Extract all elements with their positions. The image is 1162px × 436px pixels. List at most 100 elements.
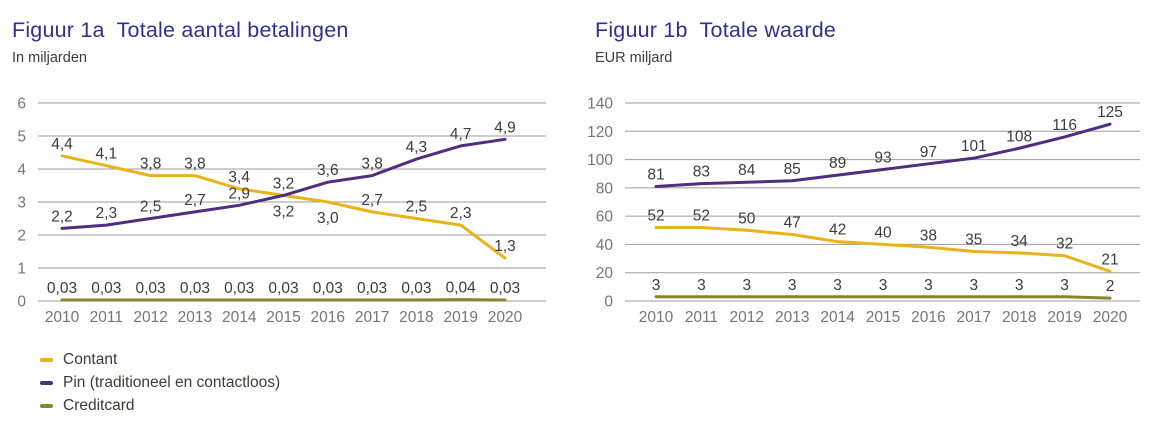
x-tick-label: 2012 <box>133 309 167 326</box>
y-tick-label: 100 <box>587 152 613 169</box>
x-tick-label: 2014 <box>820 309 855 326</box>
data-label: 3,0 <box>317 210 339 227</box>
x-tick-label: 2012 <box>730 309 764 326</box>
figure-1a-title: Figuur 1a Totale aantal betalingen <box>12 18 349 42</box>
data-label: 35 <box>965 232 982 249</box>
y-tick-label: 40 <box>596 237 614 254</box>
legend-item-contant: Contant <box>40 351 280 368</box>
y-tick-label: 2 <box>17 228 26 245</box>
data-label: 3,8 <box>184 156 206 173</box>
x-tick-label: 2010 <box>45 309 80 326</box>
data-label: 4,1 <box>96 146 118 163</box>
data-label: 3 <box>697 277 706 294</box>
data-label: 3 <box>742 277 751 294</box>
data-label: 4,3 <box>406 139 428 156</box>
data-label: 0,03 <box>91 280 121 297</box>
data-label: 2,5 <box>140 199 162 216</box>
series-line-Pin (traditioneel en contactloos) <box>60 137 507 230</box>
data-label: 4,9 <box>494 119 516 136</box>
y-tick-label: 140 <box>587 96 613 113</box>
x-tick-label: 2011 <box>90 309 123 326</box>
data-label: 3,4 <box>228 169 250 186</box>
data-label: 83 <box>693 164 710 181</box>
data-label: 3 <box>879 277 888 294</box>
data-label: 3 <box>788 277 797 294</box>
data-label: 0,03 <box>180 280 210 297</box>
data-label: 93 <box>874 149 891 166</box>
y-tick-label: 20 <box>596 265 614 282</box>
data-label: 52 <box>693 207 710 224</box>
data-label: 0,03 <box>357 280 387 297</box>
legend-item-creditcard: Creditcard <box>40 397 280 414</box>
data-label: 40 <box>874 224 892 241</box>
data-label: 3 <box>833 277 842 294</box>
data-label: 3,6 <box>317 162 339 179</box>
y-tick-label: 60 <box>596 209 614 226</box>
legend-label-pin: Pin (traditioneel en contactloos) <box>63 374 281 391</box>
data-label: 4,7 <box>450 126 472 143</box>
x-tick-label: 2010 <box>639 309 674 326</box>
data-label: 2,9 <box>228 185 250 202</box>
data-label: 3,8 <box>140 156 162 173</box>
series-line-Pin (traditioneel en contactloos) <box>654 122 1112 188</box>
x-tick-label: 2019 <box>1047 309 1081 326</box>
x-tick-label: 2020 <box>488 309 523 326</box>
data-label: 2,7 <box>184 192 206 209</box>
data-label: 2 <box>1106 278 1115 295</box>
y-tick-label: 0 <box>604 294 613 311</box>
data-label: 2,5 <box>406 199 428 216</box>
y-tick-label: 120 <box>587 124 613 141</box>
data-label: 125 <box>1097 104 1123 121</box>
data-label: 2,3 <box>96 205 118 222</box>
x-tick-label: 2013 <box>775 309 809 326</box>
x-tick-label: 2016 <box>911 309 945 326</box>
data-label: 2,2 <box>51 208 73 225</box>
data-label: 3,8 <box>361 156 383 173</box>
data-label: 84 <box>738 162 756 179</box>
data-label: 52 <box>647 207 664 224</box>
x-tick-label: 2018 <box>399 309 433 326</box>
data-label: 108 <box>1006 128 1032 145</box>
data-label: 3,2 <box>273 203 295 220</box>
figure-1a-subtitle: In miljarden <box>12 50 87 66</box>
data-label: 3 <box>1015 277 1024 294</box>
contant-line-swatch-icon <box>40 358 53 362</box>
data-label: 0,03 <box>313 280 343 297</box>
data-label: 3 <box>969 277 978 294</box>
data-label: 50 <box>738 210 756 227</box>
data-label: 3 <box>652 277 661 294</box>
y-tick-label: 0 <box>17 294 26 311</box>
data-label: 0,03 <box>47 280 77 297</box>
data-label: 0,03 <box>224 280 254 297</box>
x-tick-label: 2013 <box>178 309 212 326</box>
data-label: 81 <box>647 166 664 183</box>
data-label: 32 <box>1056 236 1073 253</box>
data-label: 101 <box>961 138 987 155</box>
x-tick-label: 2011 <box>685 309 718 326</box>
series-line-Creditcard <box>654 295 1112 300</box>
x-tick-label: 2017 <box>957 309 991 326</box>
pin-line-swatch-icon <box>40 381 53 385</box>
legend-item-pin: Pin (traditioneel en contactloos) <box>40 374 281 391</box>
data-label: 3,2 <box>273 175 295 192</box>
data-label: 42 <box>829 222 846 239</box>
x-tick-label: 2015 <box>266 309 300 326</box>
y-tick-label: 6 <box>17 96 26 113</box>
x-tick-label: 2018 <box>1002 309 1036 326</box>
legend-label-creditcard: Creditcard <box>63 397 135 414</box>
data-label: 21 <box>1101 251 1118 268</box>
legend-label-contant: Contant <box>63 351 118 368</box>
series-line-Contant <box>654 225 1112 273</box>
data-label: 89 <box>829 155 846 172</box>
data-label: 0,03 <box>136 280 166 297</box>
data-label: 4,4 <box>51 136 73 153</box>
data-label: 38 <box>920 227 937 244</box>
y-tick-label: 80 <box>596 180 614 197</box>
y-tick-label: 3 <box>17 195 26 212</box>
x-tick-label: 2017 <box>355 309 389 326</box>
x-tick-label: 2014 <box>222 309 257 326</box>
y-tick-label: 1 <box>17 261 26 278</box>
data-label: 85 <box>784 161 801 178</box>
data-label: 2,3 <box>450 205 472 222</box>
data-label: 0,03 <box>490 280 520 297</box>
